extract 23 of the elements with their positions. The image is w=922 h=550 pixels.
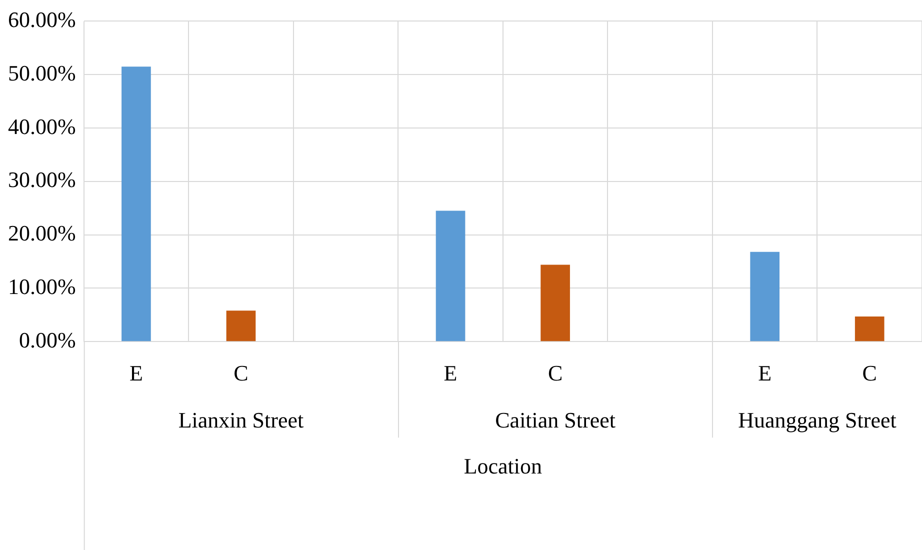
text: Lianxin Street xyxy=(178,407,304,432)
y-tick-label: 20.00% xyxy=(8,220,76,246)
y-tick-label: 10.00% xyxy=(8,274,76,299)
text: Caitian Street xyxy=(495,407,616,432)
x-tick-label: C xyxy=(862,360,877,386)
bar xyxy=(436,210,466,342)
y-tick-label: 0.00% xyxy=(19,327,76,352)
y-tick-label: 30.00% xyxy=(8,167,76,192)
bar xyxy=(226,310,256,342)
x-tick-label: C xyxy=(548,360,563,386)
bar xyxy=(854,316,884,342)
bar xyxy=(750,252,780,342)
text: Huanggang Street xyxy=(738,407,896,432)
x-tick-label: E xyxy=(444,360,458,386)
y-tick-label: 50.00% xyxy=(8,60,76,86)
x-tick-label: C xyxy=(234,360,248,386)
x-tick-label: E xyxy=(129,360,143,386)
x-axis-title: Location xyxy=(464,453,542,478)
y-tick-label: 60.00% xyxy=(8,6,76,32)
bar xyxy=(122,66,151,342)
bar xyxy=(540,264,570,342)
y-tick-label: 40.00% xyxy=(8,114,76,139)
x-tick-label: E xyxy=(758,360,772,386)
